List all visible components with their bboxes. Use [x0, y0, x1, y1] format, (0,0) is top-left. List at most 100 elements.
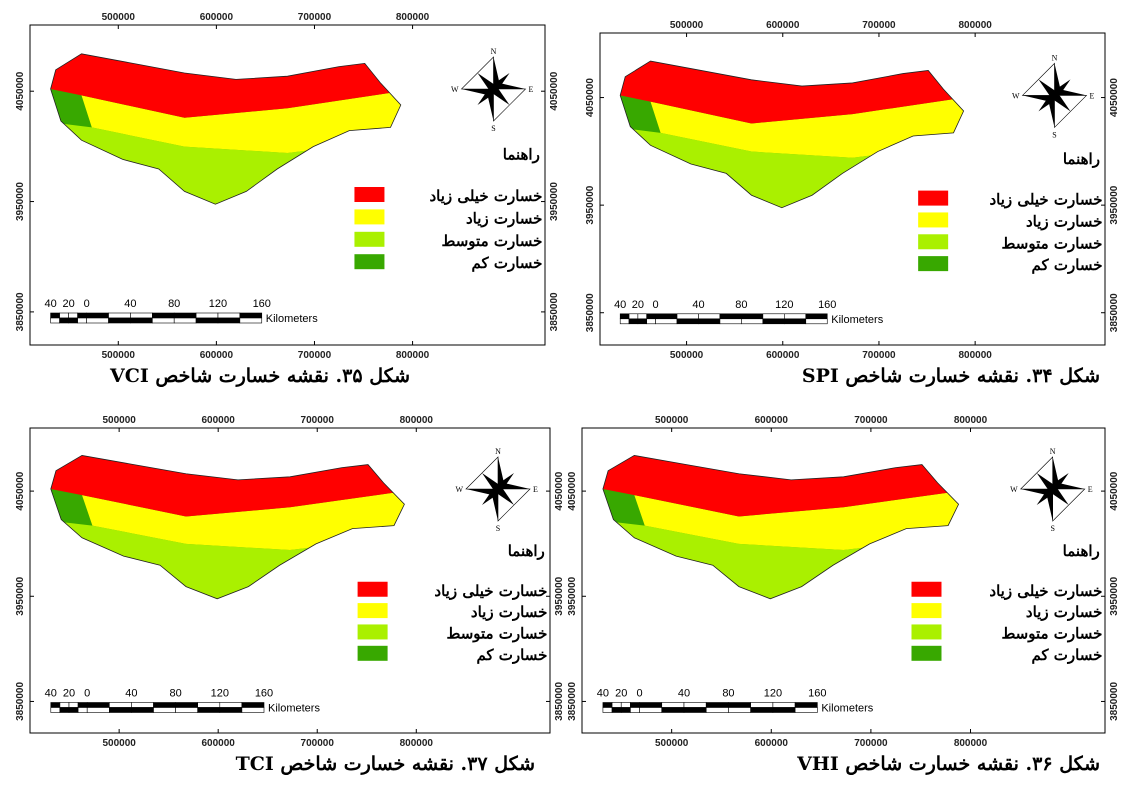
legend-label: خسارت زیاد: [471, 603, 547, 621]
legend-swatch: [918, 234, 949, 250]
map-panel: 500000 500000 600000 600000 700000 700000 8000…: [15, 415, 565, 749]
legend-label: خسارت متوسط: [1002, 234, 1103, 252]
compass-label: W: [455, 485, 463, 494]
scale-bar-cell: [239, 312, 263, 319]
province-map: [50, 53, 401, 205]
map-frame: [29, 24, 546, 346]
x-tick-label: 500000: [102, 738, 136, 749]
scale-bar-cell: [50, 312, 60, 319]
legend-title: راهنما: [503, 145, 540, 163]
legend-title: راهنما: [1063, 150, 1100, 168]
compass-label: N: [1052, 53, 1058, 62]
scale-bar-cell: [655, 318, 678, 325]
x-tick-label: 600000: [200, 12, 234, 23]
scale-bar-cell: [661, 702, 685, 708]
scale-bar-cell: [602, 702, 613, 708]
scale-bar-cell: [719, 313, 742, 320]
scale-bar-cell: [173, 317, 197, 324]
y-tick-label: 3950000: [1109, 576, 1120, 615]
scale-label: 160: [255, 688, 273, 700]
scale-bar-cell: [772, 707, 796, 713]
x-tick-label: 800000: [396, 350, 430, 361]
compass-label: N: [1050, 447, 1056, 456]
x-tick-label: 700000: [862, 20, 896, 31]
scale-bar-cell: [683, 707, 707, 713]
map-panel: 500000 500000 600000 600000 700000 700000 8000…: [15, 12, 560, 361]
y-tick-label: 3950000: [15, 182, 26, 221]
y-tick-label: 3850000: [567, 682, 578, 721]
scale-bar-cell: [741, 318, 764, 325]
scale-label: 40: [125, 688, 137, 700]
scale-label: 160: [253, 298, 271, 310]
scale-bar-cell: [639, 707, 663, 713]
scale-bar-cell: [241, 702, 265, 708]
scale-bar-cell: [195, 312, 219, 319]
scale-bar-cell: [630, 707, 640, 713]
scale-bar-cell: [59, 702, 70, 708]
y-tick-label: 4050000: [15, 471, 26, 510]
scale-bar-cell: [750, 702, 774, 708]
north-arrow: N S E W: [1010, 447, 1093, 533]
map-panel: 500000 500000 600000 600000 700000 700000 8000…: [567, 415, 1120, 749]
scale-bar-cell: [68, 707, 79, 713]
scale-bar-cell: [50, 707, 61, 713]
scale-bar-cell: [50, 702, 61, 708]
legend-title: راهنما: [1063, 542, 1100, 560]
scale-bar-cell: [77, 317, 87, 324]
scale-bar-cell: [68, 312, 78, 319]
scale-label: 40: [597, 688, 609, 700]
compass-label: S: [496, 524, 500, 533]
scale-unit: Kilometers: [268, 703, 320, 715]
y-tick-label: 3850000: [15, 682, 26, 721]
scale-label: 40: [692, 299, 704, 311]
scale-bar-cell: [728, 702, 751, 708]
map-frame: [599, 32, 1106, 346]
x-tick-label: 600000: [202, 415, 236, 426]
y-tick-label: 3950000: [585, 185, 596, 224]
compass-label: S: [491, 124, 495, 133]
compass-label: E: [1088, 485, 1093, 494]
y-tick-label: 3950000: [554, 576, 565, 615]
scale-bar-cell: [131, 702, 154, 708]
scale-bar-cell: [784, 318, 807, 325]
legend-swatch: [911, 645, 942, 661]
scale-bar-cell: [153, 707, 176, 713]
scale-bar-cell: [217, 312, 241, 319]
scale-bar-cell: [805, 318, 828, 325]
y-tick-label: 4050000: [549, 71, 560, 110]
x-tick-label: 800000: [400, 415, 434, 426]
scale-label: 120: [209, 298, 227, 310]
legend-label: خسارت متوسط: [1001, 624, 1102, 642]
scale-label: 0: [84, 688, 90, 700]
legend-swatch: [354, 254, 385, 270]
scale-bar-cell: [619, 318, 630, 325]
province-outline: [50, 455, 405, 600]
legend-swatch: [354, 209, 385, 225]
legend-label: خسارت متوسط: [446, 624, 547, 642]
legend-label: خسارت زیاد: [1026, 212, 1102, 230]
damage-zone: [82, 489, 405, 550]
figure-caption: شکل ۳۷. نقشه خسارت شاخص TCI: [236, 753, 535, 775]
legend-label: خسارت خیلی زیاد: [434, 582, 547, 600]
scale-bar-cell: [628, 313, 639, 320]
scale-bar-cell: [59, 312, 69, 319]
scale-bar-cell: [639, 702, 663, 708]
x-tick-label: 500000: [102, 12, 136, 23]
scale-bar-cell: [108, 317, 131, 324]
scale-bar-cell: [219, 702, 243, 708]
x-tick-label: 500000: [102, 350, 136, 361]
x-tick-label: 800000: [954, 415, 988, 426]
scale-bar-cell: [705, 707, 729, 713]
scale-label: 20: [615, 688, 627, 700]
map-frame: [581, 427, 1106, 734]
scale-bar-cell: [637, 318, 648, 325]
scale-bar-cell: [173, 312, 197, 319]
damage-zone: [634, 489, 959, 550]
scale-label: 40: [124, 298, 136, 310]
y-tick-label: 3850000: [585, 293, 596, 332]
scale-unit: Kilometers: [831, 314, 883, 326]
scale-label: 0: [636, 688, 642, 700]
scale-label: 40: [678, 688, 690, 700]
scale-bar-cell: [86, 702, 110, 708]
